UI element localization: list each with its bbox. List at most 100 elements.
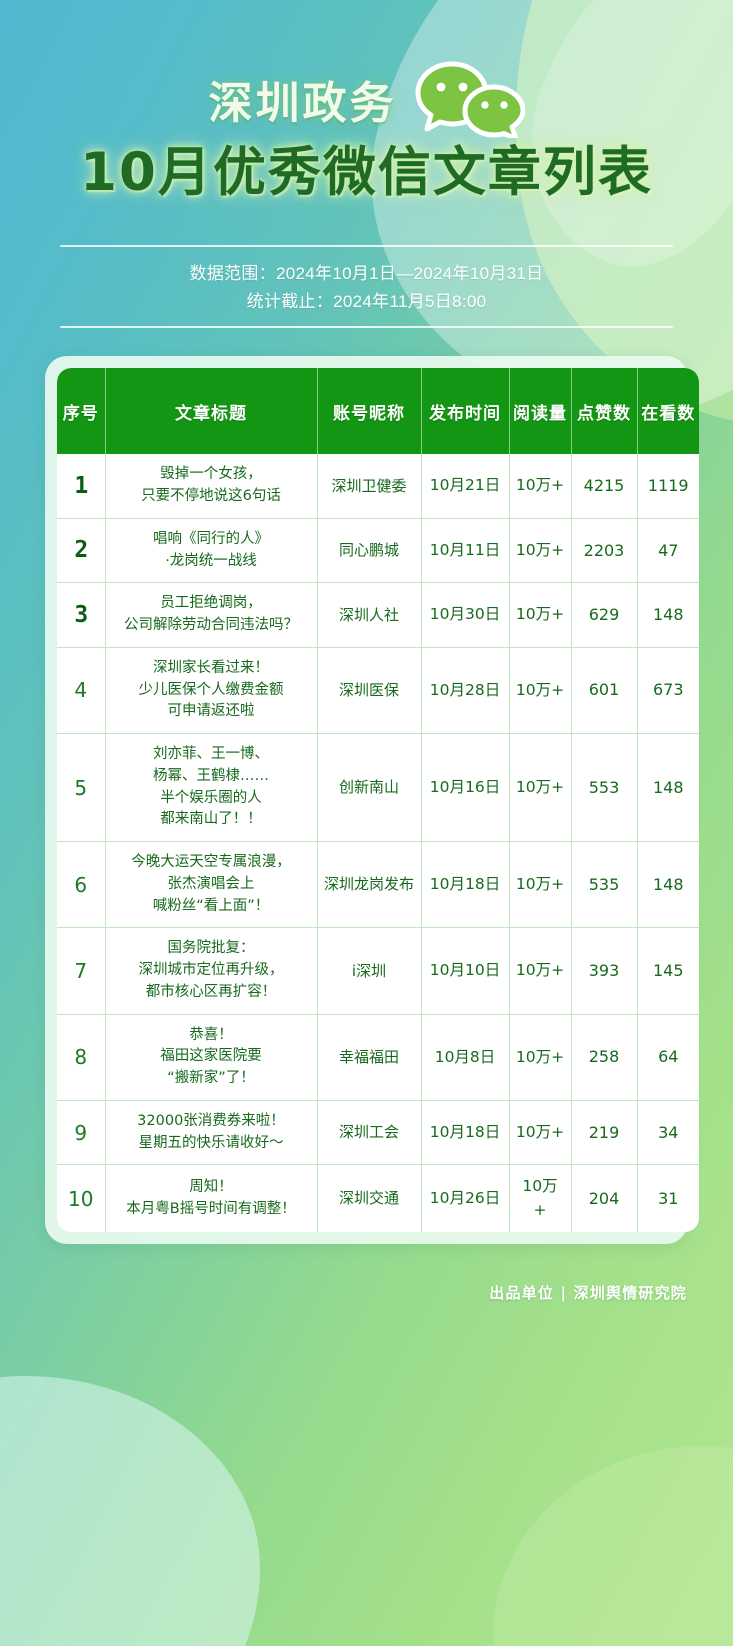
cell-like-count: 553: [571, 733, 638, 843]
cell-rank: 3: [57, 582, 106, 648]
cell-publish-date: 10月18日: [421, 1100, 510, 1166]
cell-watching-count: 148: [637, 582, 699, 648]
table-row[interactable]: 2 唱响《同行的人》 ·龙岗统一战线 同心鹏城 10月11日 10万+ 2203 47: [57, 518, 699, 584]
cell-watching-count: 34: [637, 1100, 699, 1166]
cell-account-name: 深圳人社: [317, 582, 422, 648]
title-line: 只要不停地说这6句话: [141, 488, 281, 505]
cell-read-count: 10万+: [509, 582, 572, 648]
cell-read-count: 10万 +: [509, 1164, 572, 1232]
divider-bottom: [60, 326, 673, 329]
table-row[interactable]: 3 员工拒绝调岗， 公司解除劳动合同违法吗？ 深圳人社 10月30日 10万+ 629 148: [57, 582, 699, 648]
table-row[interactable]: 6 今晚大运天空专属浪漫， 张杰演唱会上 喊粉丝“看上面”！ 深圳龙岗发布 10月18日 1…: [57, 841, 699, 929]
column-header-title: 文章标题: [105, 368, 318, 455]
cell-article-title[interactable]: 唱响《同行的人》 ·龙岗统一战线: [105, 518, 318, 584]
cell-article-title[interactable]: 今晚大运天空专属浪漫， 张杰演唱会上 喊粉丝“看上面”！: [105, 841, 318, 929]
cell-read-count: 10万+: [509, 647, 572, 735]
blob-bottom-right: [493, 1446, 733, 1646]
cell-rank: 7: [57, 927, 106, 1015]
cell-account-name: 深圳医保: [317, 647, 422, 735]
table-body: 1 毁掉一个女孩， 只要不停地说这6句话 深圳卫健委 10月21日 10万+ 4215 111…: [57, 454, 699, 1232]
cell-article-title[interactable]: 刘亦菲、王一博、 杨幂、王鹤棣…… 半个娱乐圈的人 都来南山了！！: [105, 733, 318, 843]
cell-watching-count: 148: [637, 733, 699, 843]
cell-account-name: 深圳交通: [317, 1164, 422, 1232]
cell-like-count: 629: [571, 582, 638, 648]
cell-like-count: 393: [571, 927, 638, 1015]
cell-read-count: 10万+: [509, 841, 572, 929]
table-head: 序号 文章标题 账号昵称 发布时间 阅读量 点赞数 在看数: [57, 368, 699, 455]
cell-rank: 4: [57, 647, 106, 735]
cell-article-title[interactable]: 毁掉一个女孩， 只要不停地说这6句话: [105, 454, 318, 519]
title-line: 32000张消费券来啦！: [137, 1112, 285, 1129]
title-line: 恭喜！: [189, 1026, 233, 1043]
meta-block: 数据范围：2024年10月1日—2024年10月31日 统计截止：2024年11…: [60, 245, 673, 329]
cell-like-count: 535: [571, 841, 638, 929]
cell-account-name: 深圳工会: [317, 1100, 422, 1166]
title-line: 国务院批复：: [167, 940, 255, 957]
title-line: ·龙岗统一战线: [165, 552, 257, 569]
title-line: 今晚大运天空专属浪漫，: [131, 854, 291, 871]
data-range-text: 数据范围：2024年10月1日—2024年10月31日: [189, 264, 544, 284]
table-row[interactable]: 9 32000张消费券来啦！ 星期五的快乐请收好～ 深圳工会 10月18日 10万+ 219…: [57, 1100, 699, 1166]
title-line: 张杰演唱会上: [167, 875, 255, 892]
cell-publish-date: 10月30日: [421, 582, 510, 648]
page-footer: 出品单位 | 深圳舆情研究院: [0, 1244, 733, 1303]
cell-article-title[interactable]: 员工拒绝调岗， 公司解除劳动合同违法吗？: [105, 582, 318, 648]
cell-account-name: 深圳卫健委: [317, 454, 422, 519]
cell-publish-date: 10月10日: [421, 927, 510, 1015]
wechat-icon: [413, 60, 525, 138]
cell-publish-date: 10月21日: [421, 454, 510, 519]
cell-account-name: i深圳: [317, 927, 422, 1015]
title-line: 刘亦菲、王一博、: [153, 746, 269, 763]
cell-watching-count: 47: [637, 518, 699, 584]
title-line: 本月粤B摇号时间有调整！: [126, 1200, 296, 1217]
table-card: 序号 文章标题 账号昵称 发布时间 阅读量 点赞数 在看数 1 毁掉一个女孩， 只要…: [45, 356, 699, 1244]
title-line: 都市核心区再扩容！: [145, 983, 277, 1000]
title-line: 杨幂、王鹤棣……: [153, 767, 269, 784]
column-header-views: 在看数: [637, 368, 699, 455]
cell-article-title[interactable]: 国务院批复： 深圳城市定位再升级， 都市核心区再扩容！: [105, 927, 318, 1015]
cell-publish-date: 10月11日: [421, 518, 510, 584]
cell-article-title[interactable]: 周知！ 本月粤B摇号时间有调整！: [105, 1164, 318, 1232]
cell-read-count: 10万+: [509, 454, 572, 519]
cell-read-count: 10万+: [509, 927, 572, 1015]
column-header-reads: 阅读量: [509, 368, 572, 455]
title-line: 周知！: [189, 1178, 233, 1195]
data-cutoff-text: 统计截止：2024年11月5日8:00: [246, 291, 487, 311]
cell-watching-count: 31: [637, 1164, 699, 1232]
cell-read-count: 10万+: [509, 1100, 572, 1166]
cell-article-title[interactable]: 深圳家长看过来！ 少儿医保个人缴费金额 可申请返还啦: [105, 647, 318, 735]
table-row[interactable]: 5 刘亦菲、王一博、 杨幂、王鹤棣…… 半个娱乐圈的人 都来南山了！！ 创新南山 10月16…: [57, 733, 699, 843]
brand-title: 深圳政务: [208, 78, 397, 129]
cell-rank: 6: [57, 841, 106, 929]
table-header-row: 序号 文章标题 账号昵称 发布时间 阅读量 点赞数 在看数: [57, 368, 699, 455]
table-row[interactable]: 8 恭喜！ 福田这家医院要 “搬新家”了！ 幸福福田 10月8日 10万+ 258 64: [57, 1014, 699, 1101]
blob-bottom-left: [0, 1376, 260, 1646]
title-line: 公司解除劳动合同违法吗？: [124, 617, 298, 634]
page-title: 10月优秀微信文章列表: [80, 142, 653, 203]
cell-rank: 8: [57, 1014, 106, 1101]
table-row[interactable]: 1 毁掉一个女孩， 只要不停地说这6句话 深圳卫健委 10月21日 10万+ 4215 111…: [57, 454, 699, 519]
title-line: 福田这家医院要: [160, 1048, 262, 1065]
cell-publish-date: 10月16日: [421, 733, 510, 843]
cell-article-title[interactable]: 32000张消费券来啦！ 星期五的快乐请收好～: [105, 1100, 318, 1166]
cell-publish-date: 10月26日: [421, 1164, 510, 1232]
title-line: 半个娱乐圈的人: [160, 789, 262, 806]
cell-like-count: 601: [571, 647, 638, 735]
brand-row: 深圳政务: [0, 60, 733, 138]
divider-top: [60, 245, 673, 248]
table-row[interactable]: 7 国务院批复： 深圳城市定位再升级， 都市核心区再扩容！ i深圳 10月10日 10万+ 3…: [57, 927, 699, 1015]
cell-account-name: 创新南山: [317, 733, 422, 843]
cell-account-name: 深圳龙岗发布: [317, 841, 422, 929]
title-line: 深圳城市定位再升级，: [138, 962, 284, 979]
cell-article-title[interactable]: 恭喜！ 福田这家医院要 “搬新家”了！: [105, 1014, 318, 1101]
column-header-account: 账号昵称: [317, 368, 422, 455]
cell-rank: 10: [57, 1164, 106, 1232]
title-line: 喊粉丝“看上面”！: [152, 897, 270, 914]
title-line: “搬新家”了！: [167, 1070, 255, 1087]
column-header-likes: 点赞数: [571, 368, 638, 455]
cell-watching-count: 145: [637, 927, 699, 1015]
table-row[interactable]: 10 周知！ 本月粤B摇号时间有调整！ 深圳交通 10月26日 10万 +204 31: [57, 1164, 699, 1232]
table-row[interactable]: 4 深圳家长看过来！ 少儿医保个人缴费金额 可申请返还啦 深圳医保 10月28日 10万+ 6…: [57, 647, 699, 735]
cell-rank: 5: [57, 733, 106, 843]
cell-account-name: 幸福福田: [317, 1014, 422, 1101]
